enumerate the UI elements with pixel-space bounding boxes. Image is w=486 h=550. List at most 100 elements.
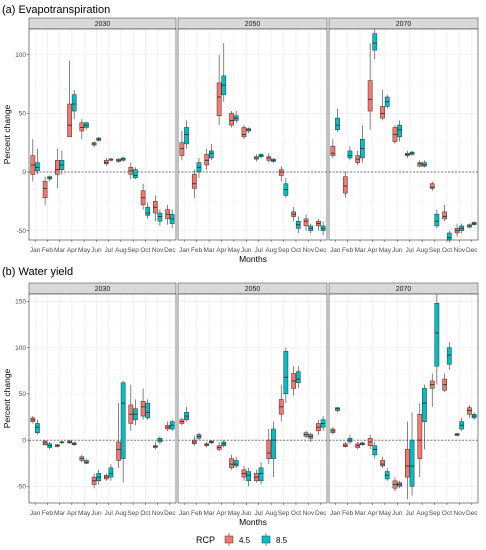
box-body xyxy=(35,162,40,172)
boxplot-rcp45 xyxy=(417,160,423,168)
x-tick-label: Dec xyxy=(466,510,478,517)
boxplot-rcp45 xyxy=(128,384,134,431)
boxplot-rcp85 xyxy=(446,342,452,370)
boxplot-rcp85 xyxy=(459,417,465,431)
box-body xyxy=(380,106,385,119)
x-tick-label: Oct xyxy=(291,510,301,517)
boxplot-rcp45 xyxy=(380,89,385,121)
x-tick-label: Oct xyxy=(442,510,452,517)
boxplot-rcp85 xyxy=(233,456,239,468)
x-tick-label: Mar xyxy=(203,247,215,254)
x-tick-label: Nov xyxy=(454,510,466,517)
facet-panel xyxy=(329,294,478,503)
boxplot-rcp85 xyxy=(145,202,150,219)
boxplot-rcp85 xyxy=(471,412,477,420)
box-body xyxy=(422,388,427,422)
x-tick-label: Dec xyxy=(315,247,327,254)
boxplot-rcp85 xyxy=(347,146,353,161)
box-body xyxy=(55,160,60,175)
box-body xyxy=(422,162,427,167)
box-body xyxy=(446,232,452,241)
box-body xyxy=(467,407,472,415)
boxplot-rcp45 xyxy=(104,473,109,481)
box-body xyxy=(330,145,336,156)
boxplot-rcp45 xyxy=(392,477,398,491)
x-tick-label: Jan xyxy=(179,247,190,254)
x-tick-label: Sep xyxy=(429,510,441,517)
box-body xyxy=(191,174,197,189)
x-tick-label: Apr xyxy=(216,247,227,254)
box-body xyxy=(184,127,189,145)
x-tick-label: Jun xyxy=(392,247,403,254)
boxplot-rcp85 xyxy=(145,399,150,420)
x-tick-label: Nov xyxy=(152,510,164,517)
box-body xyxy=(303,218,309,227)
x-tick-label: Nov xyxy=(454,247,466,254)
box-body xyxy=(120,382,126,459)
box-body xyxy=(266,156,272,161)
box-body xyxy=(42,181,48,199)
x-tick-label: May xyxy=(379,247,392,254)
box-body xyxy=(335,407,340,411)
box-body xyxy=(84,460,89,464)
facet-border xyxy=(328,28,479,241)
box-body xyxy=(342,443,348,447)
boxplot-rcp45 xyxy=(342,172,348,198)
box-body xyxy=(104,160,109,165)
boxplot-rcp45 xyxy=(367,434,373,450)
boxplot-rcp85 xyxy=(409,412,415,496)
box-body xyxy=(246,471,251,482)
boxplot-rcp85 xyxy=(283,177,289,198)
boxplot-rcp45 xyxy=(417,403,423,478)
boxplot-rcp45 xyxy=(380,456,385,468)
boxplot-rcp85 xyxy=(459,223,465,233)
legend-title: RCP xyxy=(196,535,215,545)
x-tick-label: Sep xyxy=(429,247,441,254)
box-body xyxy=(241,127,247,138)
box-body xyxy=(372,445,378,456)
box-body xyxy=(409,439,415,487)
x-tick-label: May xyxy=(228,510,241,517)
boxplot-rcp85 xyxy=(295,216,301,233)
boxplot-rcp45 xyxy=(67,440,72,444)
boxplot-rcp85 xyxy=(258,462,264,485)
box-body xyxy=(229,458,234,469)
box-body xyxy=(209,150,214,159)
boxplot-rcp85 xyxy=(246,467,251,487)
x-tick-label: Feb xyxy=(342,247,354,254)
x-tick-label: May xyxy=(379,510,392,517)
boxplot-rcp85 xyxy=(96,469,101,485)
boxplot-rcp45 xyxy=(79,454,85,463)
boxplot-rcp85 xyxy=(347,434,353,444)
boxplot-rcp85 xyxy=(384,467,390,481)
y-tick-label: 50 xyxy=(19,111,27,118)
boxplot-rcp85 xyxy=(108,157,114,162)
x-tick-label: Mar xyxy=(54,510,66,517)
box-body xyxy=(266,439,272,459)
x-tick-label: Sep xyxy=(127,510,139,517)
x-tick-label: Jun xyxy=(392,510,403,517)
x-tick-label: Apr xyxy=(67,247,78,254)
boxplot-rcp85 xyxy=(271,157,276,163)
boxplot-rcp45 xyxy=(191,169,197,198)
x-tick-label: Jul xyxy=(255,510,264,517)
box-body xyxy=(417,162,423,167)
boxplot-rcp45 xyxy=(229,454,234,470)
boxplot-rcp45 xyxy=(254,154,259,162)
x-tick-label: Oct xyxy=(140,510,150,517)
boxplot-rcp45 xyxy=(140,183,146,210)
chart-title: (b) Water yield xyxy=(2,266,73,278)
boxplot-rcp45 xyxy=(153,195,158,222)
facet-border xyxy=(328,293,479,504)
boxplot-rcp45 xyxy=(254,469,259,483)
facet-2050: 2050 Jan Feb Mar Apr May Jun Jul Aug Sep Oct Nov Dec xyxy=(177,282,327,517)
y-tick-label: -50 xyxy=(17,228,27,235)
boxplot-rcp85 xyxy=(209,440,214,444)
x-tick-label: Jun xyxy=(91,510,102,517)
boxplot-rcp85 xyxy=(360,125,365,163)
box-body xyxy=(71,94,77,112)
boxplot-rcp45 xyxy=(241,466,247,481)
boxplot-rcp45 xyxy=(405,150,410,158)
boxplot-rcp85 xyxy=(184,406,189,422)
x-tick-label: Jul xyxy=(104,247,113,254)
